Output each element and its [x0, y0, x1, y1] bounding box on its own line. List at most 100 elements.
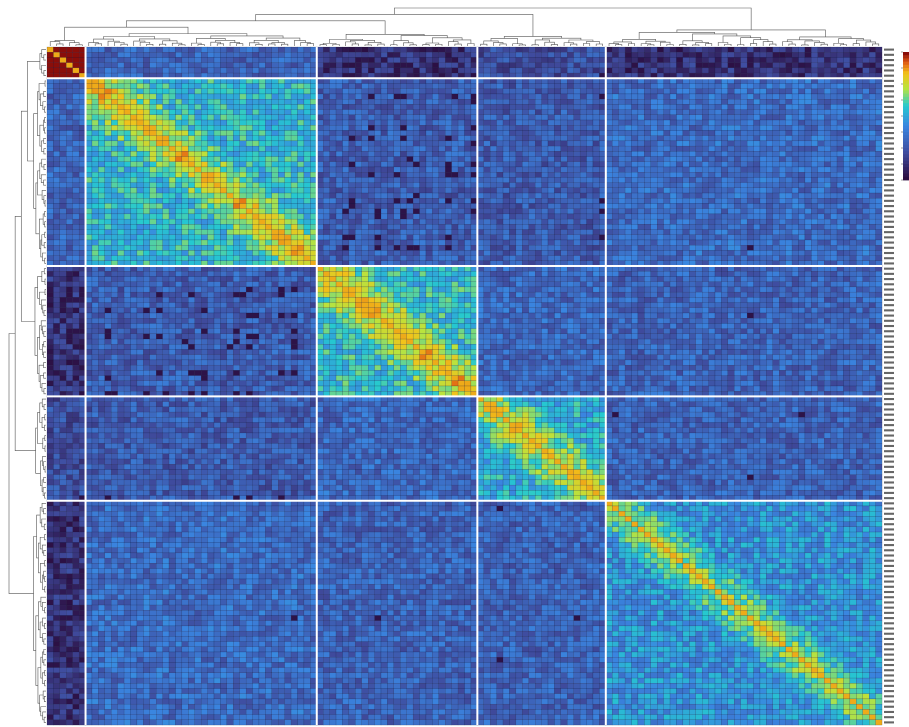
heatmap-cell [740, 104, 748, 110]
heatmap-cell [72, 104, 80, 110]
heatmap-cell [162, 125, 170, 131]
heatmap-cell [528, 46, 536, 53]
heatmap-cell [297, 52, 305, 58]
heatmap-cell [689, 67, 696, 74]
heatmap-cell [432, 135, 440, 142]
heatmap-cell [464, 130, 472, 136]
heatmap-cell [412, 88, 420, 95]
heatmap-cell [695, 208, 703, 215]
heatmap-cell [66, 130, 73, 136]
heatmap-cell [445, 119, 452, 126]
heatmap-cell [734, 161, 741, 168]
heatmap-cell [695, 46, 703, 53]
heatmap-cell [798, 104, 806, 110]
heatmap-cell [46, 192, 54, 199]
heatmap-cell [425, 182, 433, 189]
heatmap-cell [412, 62, 420, 69]
heatmap-cell [663, 218, 671, 225]
heatmap-cell [856, 125, 863, 131]
heatmap-cell [586, 218, 594, 225]
heatmap-cell [220, 203, 228, 209]
heatmap-cell [541, 135, 549, 142]
heatmap-cell [824, 145, 831, 152]
heatmap-cell [637, 104, 645, 110]
heatmap-cell [644, 130, 651, 136]
heatmap-cell [496, 182, 504, 189]
heatmap-cell [66, 156, 73, 162]
heatmap-cell [46, 93, 54, 100]
heatmap-cell [772, 161, 780, 168]
heatmap-cell [746, 198, 754, 204]
heatmap-cell [695, 187, 703, 194]
heatmap-cell [265, 156, 273, 162]
heatmap-cell [502, 140, 510, 147]
heatmap-cell [869, 192, 876, 199]
heatmap-cell [843, 145, 851, 152]
heatmap-cell [162, 172, 170, 178]
heatmap-cell [631, 62, 639, 69]
heatmap-cell [502, 203, 510, 209]
heatmap-cell [554, 88, 562, 95]
heatmap-cell [702, 135, 709, 142]
heatmap-cell [335, 229, 343, 235]
left-dendrogram-branch [41, 416, 45, 429]
heatmap-cell [323, 234, 330, 241]
heatmap-cell [522, 140, 529, 147]
heatmap-cell [798, 57, 806, 63]
left-dendrogram-branch [44, 221, 46, 228]
heatmap-cell [130, 234, 138, 241]
heatmap-cell [734, 208, 741, 215]
heatmap-cell [483, 104, 491, 110]
heatmap-cell [297, 130, 305, 136]
heatmap-cell [265, 229, 273, 235]
heatmap-cell [560, 192, 568, 199]
heatmap-cell [496, 104, 504, 110]
heatmap-cell [438, 187, 446, 194]
heatmap-cell [509, 125, 517, 131]
heatmap-cell [515, 125, 523, 131]
heatmap-cell [374, 229, 382, 235]
heatmap-cell [168, 130, 176, 136]
heatmap-cell [123, 203, 131, 209]
heatmap-cell [400, 166, 407, 173]
heatmap-cell [194, 109, 202, 116]
heatmap-cell [721, 93, 729, 100]
heatmap-cell [335, 198, 343, 204]
top-dendrogram-branch [146, 44, 154, 46]
heatmap-cell [239, 67, 247, 74]
heatmap-cell [188, 172, 195, 178]
heatmap-cell [91, 46, 99, 53]
top-dendrogram-branch [162, 40, 178, 45]
heatmap-cell [849, 67, 857, 74]
heatmap-cell [759, 187, 767, 194]
heatmap-cell [367, 46, 375, 53]
heatmap-cell [669, 140, 677, 147]
heatmap-cell [445, 203, 452, 209]
heatmap-cell [297, 182, 305, 189]
heatmap-cell [708, 125, 716, 131]
heatmap-cell [278, 229, 285, 235]
heatmap-cell [53, 83, 61, 89]
heatmap-cell [162, 192, 170, 199]
heatmap-cell [233, 109, 240, 116]
heatmap-cell [669, 156, 677, 162]
heatmap-cell [849, 156, 857, 162]
left-dendrogram-branch [39, 53, 42, 70]
heatmap-cell [714, 156, 722, 162]
heatmap-cell [380, 109, 388, 116]
heatmap-cell [284, 46, 292, 53]
heatmap-cell [579, 161, 587, 168]
heatmap-cell [72, 229, 80, 235]
top-dendrogram-branch [660, 41, 671, 46]
heatmap-cell [637, 156, 645, 162]
heatmap-cell [579, 52, 587, 58]
heatmap-cell [785, 145, 793, 152]
heatmap-cell [869, 208, 876, 215]
heatmap-cell [220, 46, 228, 53]
top-dendrogram-branch [645, 40, 666, 44]
heatmap-cell [252, 119, 260, 126]
heatmap-cell [682, 218, 690, 225]
heatmap-cell [303, 192, 311, 199]
heatmap-cell [297, 57, 305, 63]
heatmap-cell [567, 104, 574, 110]
